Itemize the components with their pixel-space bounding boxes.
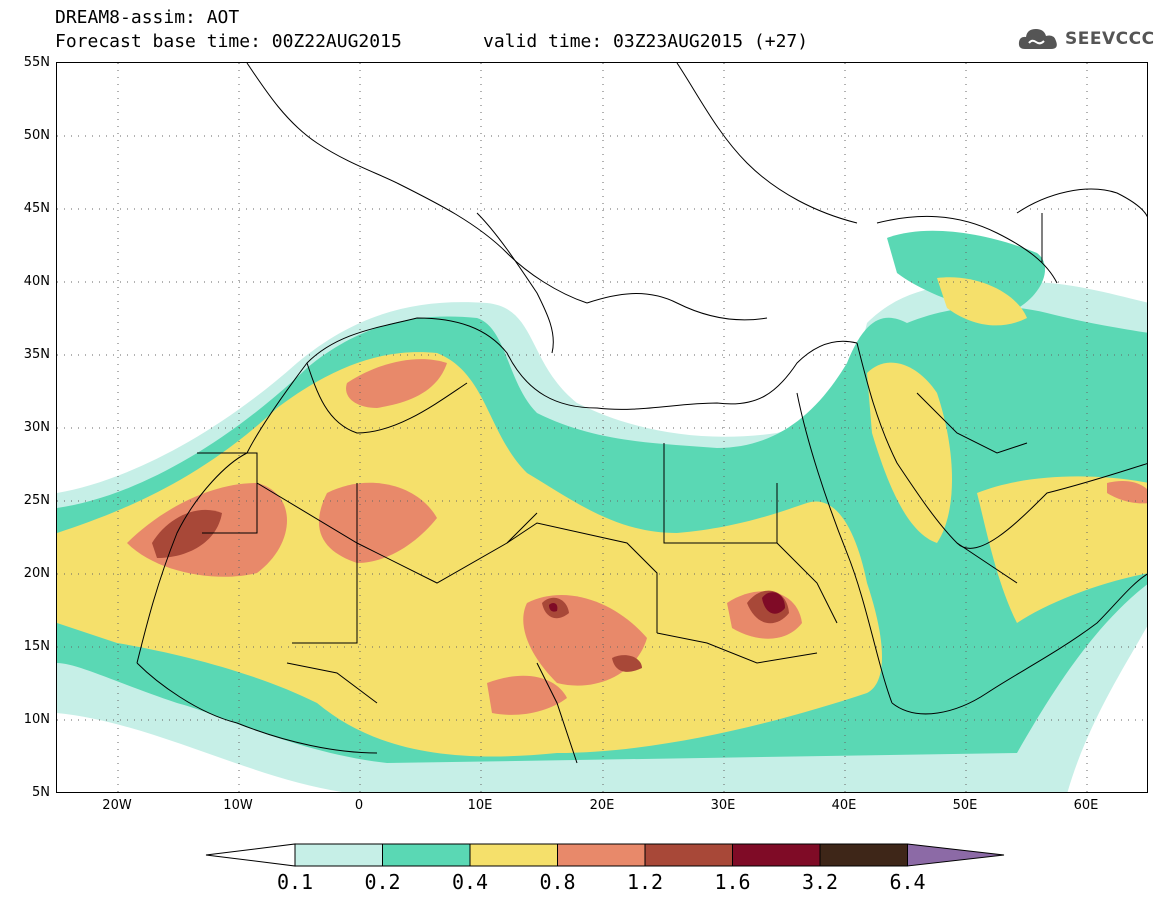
lat-label-45n: 45N [23, 201, 50, 216]
lon-label-20w: 20W [102, 798, 132, 813]
lon-label-10w: 10W [223, 798, 253, 813]
lat-label-55n: 55N [23, 55, 50, 70]
logo-text: SEEVCCC [1065, 29, 1155, 49]
colorbar-tick-label: 3.2 [801, 870, 839, 894]
colorbar-tick-label: 0.4 [451, 870, 489, 894]
lat-label-5n: 5N [32, 785, 50, 800]
lat-label-15n: 15N [23, 639, 50, 654]
colorbar-segment [819, 843, 908, 867]
coastlines [136, 63, 1147, 764]
colorbar-segment [382, 843, 471, 867]
lat-label-25n: 25N [23, 493, 50, 508]
colorbar-tick-label: 0.1 [276, 870, 314, 894]
seevccc-logo: SEEVCCC [1017, 26, 1155, 52]
colorbar-over-arrow [907, 843, 1005, 867]
colorbar-tick-label: 1.2 [626, 870, 664, 894]
lon-label-50e: 50E [952, 798, 978, 813]
lon-label-30e: 30E [710, 798, 736, 813]
graticule [57, 63, 1147, 792]
colorbar-tick-label: 1.6 [714, 870, 751, 894]
colorbar-tick-label: 0.8 [539, 870, 576, 894]
colorbar-tick-label: 0.2 [364, 870, 401, 894]
aot-map [57, 63, 1147, 792]
colorbar-tick-label: 6.4 [889, 870, 926, 894]
valid-time: valid time: 03Z23AUG2015 (+27) [483, 31, 809, 52]
map-panel [56, 62, 1148, 793]
lon-label-60e: 60E [1073, 798, 1099, 813]
lat-label-20n: 20N [23, 566, 50, 581]
lon-label-0: 0 [354, 798, 364, 813]
map-title: DREAM8-assim: AOT [55, 7, 240, 28]
lon-label-20e: 20E [589, 798, 615, 813]
lat-label-50n: 50N [23, 128, 50, 143]
colorbar-segment [732, 843, 821, 867]
aot-band-1.6-3.2 [549, 592, 785, 614]
aot-colorbar [205, 843, 1005, 867]
lat-label-30n: 30N [23, 420, 50, 435]
lon-label-40e: 40E [831, 798, 857, 813]
colorbar-segment [294, 843, 383, 867]
cloud-icon [1018, 29, 1057, 49]
forecast-base-time: Forecast base time: 00Z22AUG2015 [55, 31, 402, 52]
lon-label-10e: 10E [467, 798, 493, 813]
lat-label-40n: 40N [23, 274, 50, 289]
colorbar-segment [557, 843, 646, 867]
colorbar-segment [644, 843, 733, 867]
colorbar-segment [469, 843, 558, 867]
lat-label-10n: 10N [23, 712, 50, 727]
colorbar-under-arrow [205, 843, 296, 867]
lat-label-35n: 35N [23, 347, 50, 362]
aot-band-0.4-0.8 [57, 277, 1147, 757]
